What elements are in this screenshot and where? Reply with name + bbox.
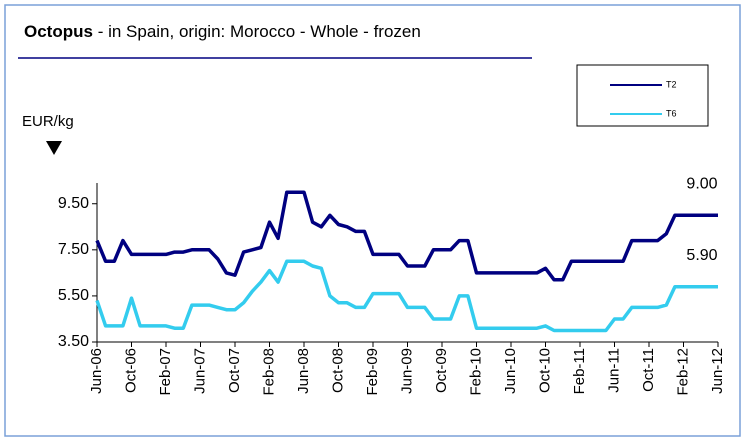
x-tick-label: Oct-06	[122, 348, 139, 393]
series-line	[95, 190, 718, 282]
series-line	[95, 259, 718, 333]
x-tick-label: Jun-08	[295, 348, 312, 394]
title-line: Octopus - in Spain, origin: Morocco - Wh…	[24, 22, 421, 41]
x-tick-label: Feb-11	[571, 348, 588, 394]
y-tick-label: 3.50	[58, 333, 89, 350]
x-tick-label: Oct-11	[640, 348, 657, 392]
x-tick-label: Jun-12	[709, 348, 726, 394]
x-tick-label: Feb-07	[157, 348, 174, 396]
legend-label: T6	[666, 108, 677, 118]
y-axis-label: EUR/kg	[22, 113, 74, 130]
x-tick-label: Oct-07	[226, 348, 243, 393]
x-tick-label: Feb-09	[364, 348, 381, 396]
chart-title: Octopus	[24, 22, 93, 41]
y-tick-label: 9.50	[58, 195, 89, 212]
x-tick-label: Feb-08	[260, 348, 277, 396]
end-label: 5.90	[686, 247, 717, 264]
legend-label: T2	[666, 79, 677, 89]
x-tick-label: Feb-12	[674, 348, 691, 396]
x-tick-label: Oct-10	[536, 348, 553, 393]
y-tick-label: 5.50	[58, 287, 89, 304]
x-tick-label: Feb-10	[467, 348, 484, 396]
x-tick-label: Jun-10	[502, 348, 519, 394]
legend-box	[576, 64, 709, 127]
x-tick-label: Jun-06	[88, 348, 105, 394]
end-label: 9.00	[686, 175, 717, 192]
x-tick-label: Oct-08	[329, 348, 346, 393]
x-tick-label: Oct-09	[433, 348, 450, 393]
x-tick-label: Jun-11	[605, 348, 622, 393]
chart-subtitle: - in Spain, origin: Morocco - Whole - fr…	[98, 22, 421, 41]
y-tick-label: 7.50	[58, 241, 89, 258]
x-tick-label: Jun-07	[191, 348, 208, 394]
unit-arrow	[46, 141, 62, 155]
x-tick-label: Jun-09	[398, 348, 415, 394]
